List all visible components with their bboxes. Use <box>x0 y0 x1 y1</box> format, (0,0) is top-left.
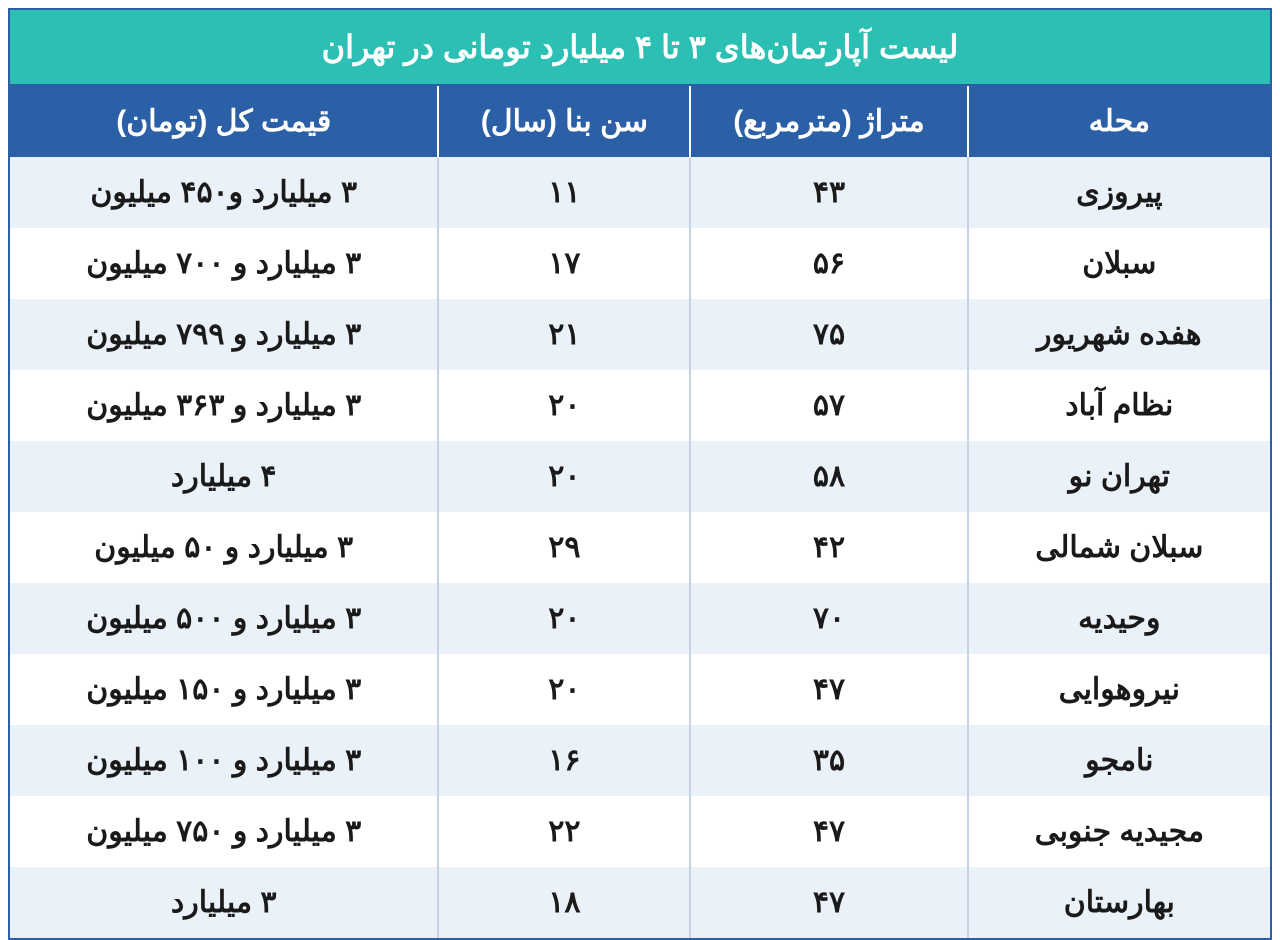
cell-area: ۵۷ <box>690 370 967 441</box>
cell-age: ۱۷ <box>438 228 690 299</box>
cell-age: ۱۸ <box>438 867 690 938</box>
cell-neighborhood: تهران نو <box>968 441 1270 512</box>
cell-area: ۴۷ <box>690 654 967 725</box>
cell-age: ۲۰ <box>438 370 690 441</box>
cell-area: ۵۸ <box>690 441 967 512</box>
cell-neighborhood: بهارستان <box>968 867 1270 938</box>
cell-neighborhood: نیروهوایی <box>968 654 1270 725</box>
cell-area: ۵۶ <box>690 228 967 299</box>
cell-age: ۲۰ <box>438 654 690 725</box>
table-row: بهارستان۴۷۱۸۳ میلیارد <box>10 867 1270 938</box>
cell-price: ۳ میلیارد و ۷۰۰ میلیون <box>10 228 438 299</box>
col-header-price: قیمت کل (تومان) <box>10 86 438 157</box>
cell-age: ۲۲ <box>438 796 690 867</box>
table-title: لیست آپارتمان‌های ۳ تا ۴ میلیارد تومانی … <box>10 10 1270 86</box>
col-header-neighborhood: محله <box>968 86 1270 157</box>
cell-area: ۷۰ <box>690 583 967 654</box>
table-row: مجیدیه جنوبی۴۷۲۲۳ میلیارد و ۷۵۰ میلیون <box>10 796 1270 867</box>
col-header-area: متراژ (مترمربع) <box>690 86 967 157</box>
cell-area: ۴۷ <box>690 867 967 938</box>
cell-price: ۳ میلیارد و ۷۵۰ میلیون <box>10 796 438 867</box>
cell-price: ۳ میلیارد و ۷۹۹ میلیون <box>10 299 438 370</box>
cell-age: ۲۱ <box>438 299 690 370</box>
table-row: پیروزی۴۳۱۱۳ میلیارد و۴۵۰ میلیون <box>10 157 1270 228</box>
table-row: نظام آباد۵۷۲۰۳ میلیارد و ۳۶۳ میلیون <box>10 370 1270 441</box>
cell-neighborhood: مجیدیه جنوبی <box>968 796 1270 867</box>
cell-price: ۳ میلیارد <box>10 867 438 938</box>
cell-neighborhood: سبلان <box>968 228 1270 299</box>
data-table: محله متراژ (مترمربع) سن بنا (سال) قیمت ک… <box>10 86 1270 938</box>
cell-price: ۳ میلیارد و ۱۵۰ میلیون <box>10 654 438 725</box>
col-header-age: سن بنا (سال) <box>438 86 690 157</box>
table-row: نیروهوایی۴۷۲۰۳ میلیارد و ۱۵۰ میلیون <box>10 654 1270 725</box>
table-row: سبلان۵۶۱۷۳ میلیارد و ۷۰۰ میلیون <box>10 228 1270 299</box>
cell-neighborhood: هفده شهریور <box>968 299 1270 370</box>
cell-age: ۲۰ <box>438 441 690 512</box>
cell-area: ۴۳ <box>690 157 967 228</box>
cell-age: ۲۹ <box>438 512 690 583</box>
cell-price: ۳ میلیارد و۴۵۰ میلیون <box>10 157 438 228</box>
apartment-price-table: لیست آپارتمان‌های ۳ تا ۴ میلیارد تومانی … <box>8 8 1272 940</box>
cell-area: ۴۷ <box>690 796 967 867</box>
cell-neighborhood: وحیدیه <box>968 583 1270 654</box>
cell-area: ۷۵ <box>690 299 967 370</box>
cell-price: ۳ میلیارد و ۵۰۰ میلیون <box>10 583 438 654</box>
cell-age: ۲۰ <box>438 583 690 654</box>
table-row: وحیدیه۷۰۲۰۳ میلیارد و ۵۰۰ میلیون <box>10 583 1270 654</box>
cell-area: ۳۵ <box>690 725 967 796</box>
table-row: سبلان شمالی۴۲۲۹۳ میلیارد و ۵۰ میلیون <box>10 512 1270 583</box>
cell-price: ۴ میلیارد <box>10 441 438 512</box>
table-row: تهران نو۵۸۲۰۴ میلیارد <box>10 441 1270 512</box>
cell-price: ۳ میلیارد و ۱۰۰ میلیون <box>10 725 438 796</box>
cell-price: ۳ میلیارد و ۵۰ میلیون <box>10 512 438 583</box>
cell-age: ۱۱ <box>438 157 690 228</box>
table-row: هفده شهریور۷۵۲۱۳ میلیارد و ۷۹۹ میلیون <box>10 299 1270 370</box>
cell-area: ۴۲ <box>690 512 967 583</box>
table-row: نامجو۳۵۱۶۳ میلیارد و ۱۰۰ میلیون <box>10 725 1270 796</box>
cell-neighborhood: نامجو <box>968 725 1270 796</box>
cell-neighborhood: سبلان شمالی <box>968 512 1270 583</box>
cell-neighborhood: پیروزی <box>968 157 1270 228</box>
header-row: محله متراژ (مترمربع) سن بنا (سال) قیمت ک… <box>10 86 1270 157</box>
cell-neighborhood: نظام آباد <box>968 370 1270 441</box>
cell-age: ۱۶ <box>438 725 690 796</box>
cell-price: ۳ میلیارد و ۳۶۳ میلیون <box>10 370 438 441</box>
